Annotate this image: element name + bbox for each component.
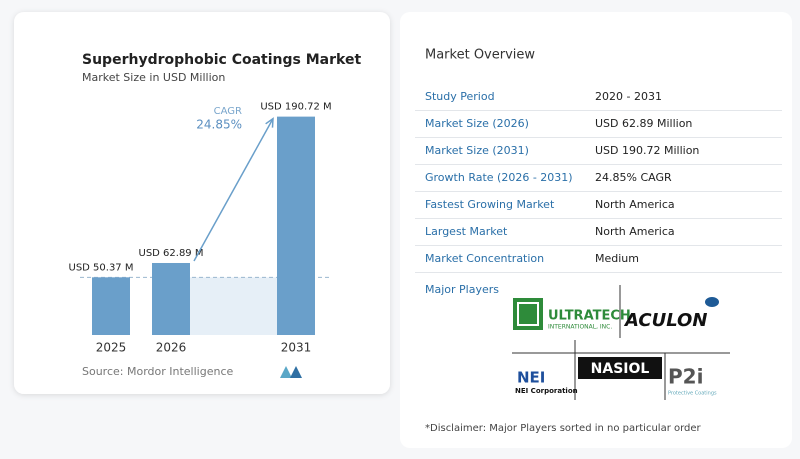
overview-card (400, 12, 792, 448)
cagr-arrow (193, 118, 274, 262)
source: Source: Mordor Intelligence (82, 365, 233, 378)
x-tick-label: 2031 (281, 341, 312, 355)
row-label: Largest Market (425, 225, 508, 238)
bar (152, 262, 190, 335)
row-label: Market Size (2026) (425, 117, 529, 130)
value-label: USD 62.89 M (139, 248, 204, 259)
disclaimer: *Disclaimer: Major Players sorted in no … (425, 423, 702, 434)
logo-aculon: ACULON (623, 310, 707, 331)
brand-icon (280, 366, 302, 378)
chart-subtitle: Market Size in USD Million (82, 71, 225, 84)
players-title: Major Players (425, 283, 499, 296)
row-value: North America (595, 198, 675, 211)
cagr-label: CAGR (214, 106, 242, 117)
chart-card (14, 12, 390, 394)
row-value: North America (595, 225, 675, 238)
growth-region (190, 277, 277, 335)
cagr-value: 24.85% (196, 118, 242, 132)
logo-nei: NEI (517, 369, 545, 387)
row-label: Market Size (2031) (425, 144, 529, 157)
row-label: Growth Rate (2026 - 2031) (425, 171, 573, 184)
bar (92, 277, 130, 335)
row-value: 24.85% CAGR (595, 171, 672, 184)
cagr-arrowhead (265, 117, 274, 128)
x-tick-label: 2026 (156, 341, 187, 355)
logos: ULTRATECH INTERNATIONAL, INC. ACULON NEI… (512, 285, 730, 400)
logo-ultratech-sub: INTERNATIONAL, INC. (548, 324, 612, 331)
value-label: USD 190.72 M (260, 102, 331, 113)
row-value: USD 190.72 Million (595, 144, 699, 157)
overview-title: Market Overview (425, 48, 535, 63)
logo-nei-sub: NEI Corporation (515, 387, 578, 395)
x-tick-label: 2025 (96, 341, 127, 355)
row-label: Market Concentration (425, 252, 544, 265)
row-value: Medium (595, 252, 639, 265)
value-label: USD 50.37 M (69, 262, 134, 273)
logo-p2i-sub: Protective Coatings (668, 391, 717, 397)
row-value: 2020 - 2031 (595, 90, 662, 103)
bar (277, 116, 315, 335)
row-label: Study Period (425, 90, 495, 103)
logo-p2i: P2i (668, 365, 703, 389)
row-label: Fastest Growing Market (425, 198, 555, 211)
chart-title: Superhydrophobic Coatings Market (82, 52, 361, 68)
logo-ultratech: ULTRATECH (548, 309, 631, 324)
logo-nasiol: NASIOL (591, 361, 650, 377)
row-value: USD 62.89 Million (595, 117, 692, 130)
